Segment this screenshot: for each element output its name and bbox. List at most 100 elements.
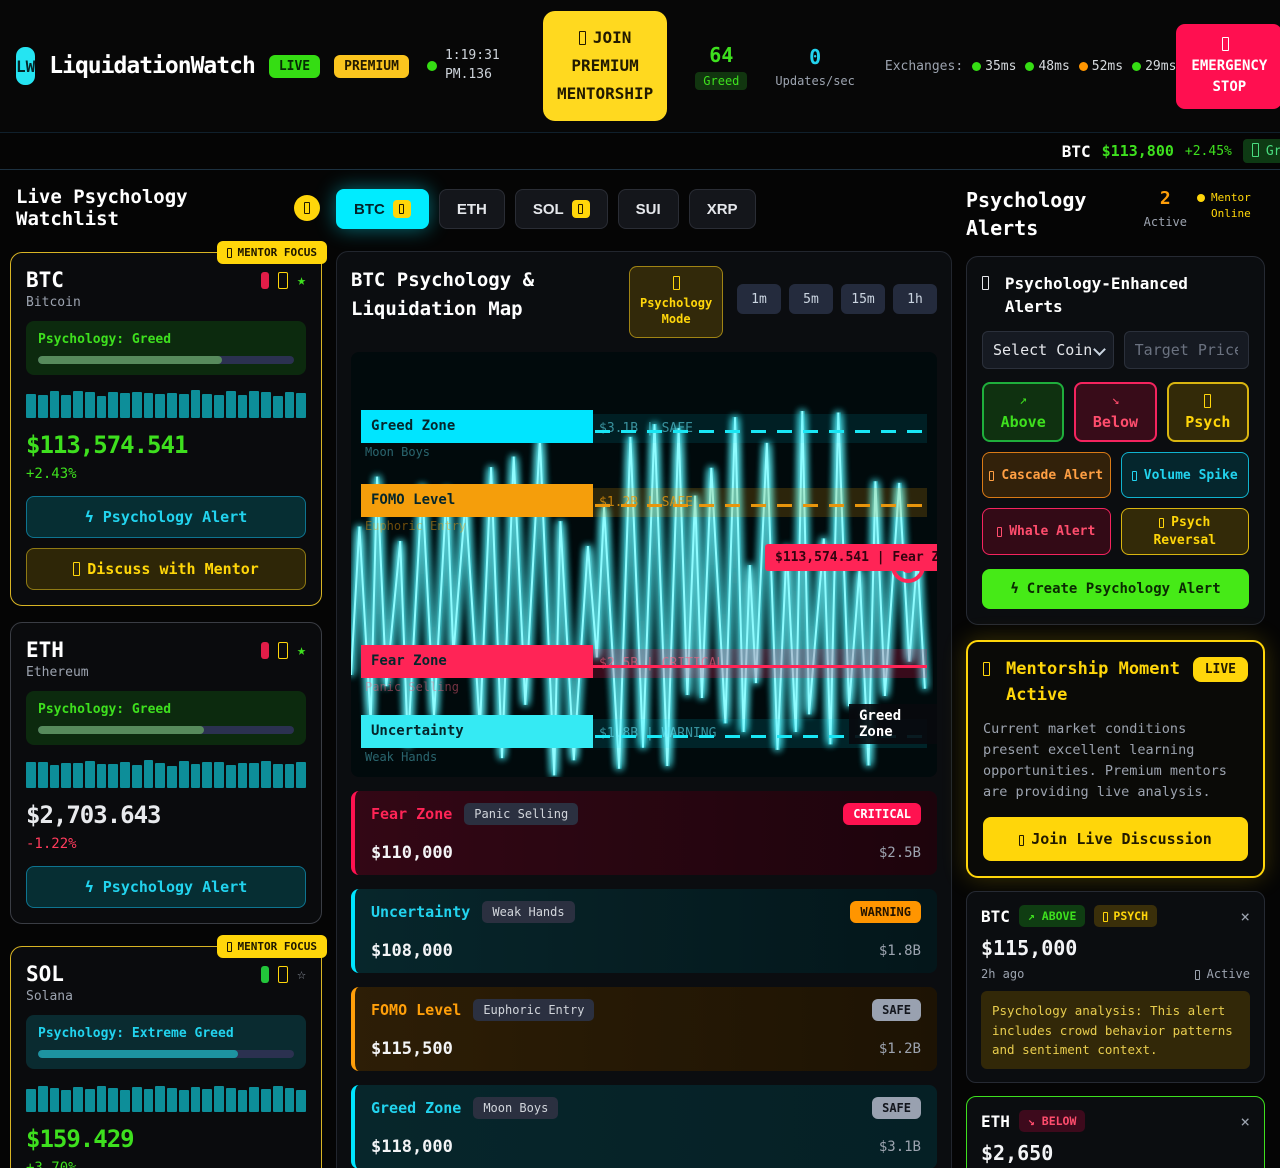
map-title: BTC Psychology & Liquidation Map [351,266,629,323]
zone-card-greed[interactable]: Greed Zone Moon Boys SAFE $118,000 $3.1B [351,1085,937,1168]
volume-spike-button[interactable]: Volume Spike [1121,452,1250,498]
join-live-discussion-button[interactable]: Join Live Discussion [983,817,1248,861]
latency-dot-icon [1025,62,1034,71]
cascade-alert-button[interactable]: Cascade Alert [982,452,1111,498]
fear-zone-value: $2.5B | CRITICAL [599,649,724,678]
mentor-icon [227,942,232,952]
fear-zone-crowd: Panic Selling [365,680,459,694]
mentor-chip-icon[interactable] [278,272,288,289]
alert-card-eth: ETH ↘ BELOW × $2,650 1h ago TRIGGERED [966,1096,1265,1168]
timeframe-1m[interactable]: 1m [737,284,781,314]
latency-dot-icon [972,62,981,71]
psych-badge: PSYCH [1094,905,1157,927]
timeframe-buttons: 1m 5m 15m 1h [737,284,937,314]
direction-above-button[interactable]: ↗ Above [982,382,1064,442]
chat-icon [73,562,80,576]
psychology-alert-button[interactable]: ϟ Psychology Alert [26,496,306,538]
above-badge: ↗ ABOVE [1019,905,1086,927]
active-count: 2 Active [1144,188,1187,229]
close-icon[interactable]: × [1240,907,1250,926]
live-badge: LIVE [269,55,320,78]
tab-xrp[interactable]: XRP [689,189,756,229]
discuss-with-mentor-button[interactable]: Discuss with Mentor [26,548,306,590]
watchlist-card-eth[interactable]: ETH ★ Ethereum Psychology: Greed $2,703.… [10,622,322,924]
psych-reversal-button[interactable]: Psych Reversal [1121,508,1250,555]
current-price-marker: $113,574.541 | Fear Zone [765,544,937,571]
greed-zone-value: $3.1B | SAFE [599,414,693,443]
latency-item: 29ms [1132,59,1176,74]
join-premium-mentorship-button[interactable]: JOIN PREMIUM MENTORSHIP [543,11,667,121]
zone-card-fear[interactable]: Fear Zone Panic Selling CRITICAL $110,00… [351,791,937,875]
coin-name: Bitcoin [26,295,306,310]
alert-status: Active [1195,967,1250,981]
coin-name: Solana [26,989,306,1004]
whale-alert-button[interactable]: Whale Alert [982,508,1111,555]
watchlist-card-sol[interactable]: MENTOR FOCUS SOL ☆ Solana Psychology: Ex… [10,946,322,1168]
target-price-input[interactable] [1124,331,1249,369]
close-icon[interactable]: × [1240,1112,1250,1131]
coin-change: +2.43% [26,466,306,482]
emergency-stop-button[interactable]: EMERGENCY STOP [1176,24,1280,109]
favorite-star-icon[interactable]: ☆ [297,965,306,983]
psychology-panel: Psychology: Extreme Greed [26,1015,306,1069]
watchlist-column: Live Psychology Watchlist MENTOR FOCUS B… [10,170,322,1168]
alerts-column: Psychology Alerts 2 Active Mentor Online… [966,170,1265,1168]
mentor-icon [227,248,232,258]
top-header: LW LiquidationWatch LIVE PREMIUM 1:19:31… [0,0,1280,132]
psychology-mode-button[interactable]: Psychology Mode [629,266,723,338]
coin-change: +3.70% [26,1160,306,1168]
psychology-label: Psychology: Greed [38,332,294,347]
lightning-icon: ϟ [85,878,94,896]
coin-select[interactable]: Select Coin [982,331,1114,369]
status-badge: SAFE [872,999,921,1021]
tab-btc[interactable]: BTC [336,189,429,229]
favorite-star-icon[interactable]: ★ [297,641,306,659]
uncertainty-crowd: Weak Hands [365,750,437,764]
liquidation-chart[interactable]: Greed Zone $3.1B | SAFE Moon Boys FOMO L… [351,352,937,777]
mentor-info-icon[interactable] [294,195,320,221]
timeframe-1h[interactable]: 1h [893,284,937,314]
app-title: LiquidationWatch [49,53,255,79]
mentorship-moment-card: Mentorship Moment Active LIVE Current ma… [966,640,1265,878]
psych-icon [1204,394,1211,408]
favorite-star-icon[interactable]: ★ [297,271,306,289]
status-dot-icon [427,61,437,71]
arrow-up-icon: ↗ [1019,393,1027,408]
whale-icon [997,527,1002,537]
mentor-chip-icon[interactable] [278,642,288,659]
direction-below-button[interactable]: ↘ Below [1074,382,1156,442]
tab-sui[interactable]: SUI [618,189,679,229]
tab-sol[interactable]: SOL [515,189,608,229]
direction-psych-button[interactable]: Psych [1167,382,1249,442]
greed-zone-label: Greed Zone [361,410,593,443]
greed-value: 64 [695,43,747,67]
mentor-chip-icon[interactable] [278,966,288,983]
below-badge: ↘ BELOW [1019,1110,1086,1132]
cascade-icon [989,471,994,481]
latency-dot-icon [1079,62,1088,71]
target-price-wrap [1124,331,1249,369]
coin-symbol: BTC [26,268,261,292]
alert-price: $115,000 [981,936,1250,960]
latency-item: 48ms [1025,59,1069,74]
timeframe-15m[interactable]: 15m [841,284,885,314]
mentor-chip-icon [393,200,411,218]
fomo-crowd: Euphoric Entry [365,519,466,533]
greed-label: Greed [695,72,747,90]
timeframe-5m[interactable]: 5m [789,284,833,314]
psychology-alert-button[interactable]: ϟ Psychology Alert [26,866,306,908]
tab-eth[interactable]: ETH [439,189,505,229]
coin-tabs: BTC ETH SOL SUI XRP [336,189,952,229]
alert-price: $2,650 [981,1141,1250,1165]
psychology-panel: Psychology: Greed [26,691,306,745]
status-badge: SAFE [872,1097,921,1119]
chart-column: BTC ETH SOL SUI XRP BTC Psychology & Liq… [336,170,952,1168]
mentorship-body: Current market conditions present excell… [983,719,1248,803]
create-psychology-alert-button[interactable]: ϟCreate Psychology Alert [982,569,1249,609]
zone-card-fomo[interactable]: FOMO Level Euphoric Entry SAFE $115,500 … [351,987,937,1071]
uncertainty-label: Uncertainty [361,715,593,748]
mentor-focus-badge: MENTOR FOCUS [217,241,327,264]
coin-price: $2,703.643 [26,801,306,829]
zone-card-uncertainty[interactable]: Uncertainty Weak Hands WARNING $108,000 … [351,889,937,973]
watchlist-card-btc[interactable]: MENTOR FOCUS BTC ★ Bitcoin Psychology: G… [10,252,322,606]
